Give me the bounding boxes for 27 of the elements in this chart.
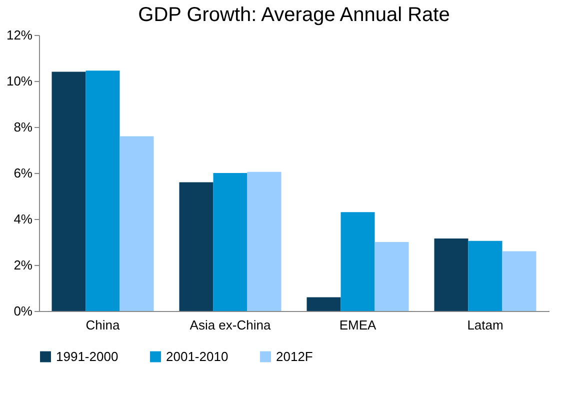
bar [374,242,409,311]
bar [52,72,86,311]
bar [502,251,536,311]
bar [213,173,248,311]
bar [86,70,120,311]
y-tick-label: 8% [14,120,33,134]
x-tick-label: EMEA [339,318,376,332]
bar [179,182,214,311]
bar [247,172,282,311]
bar [306,297,341,311]
legend-label: 1991-2000 [56,348,118,364]
bar [340,212,375,311]
y-tick-label: 6% [14,166,33,180]
chart-title: GDP Growth: Average Annual Rate [138,4,450,26]
bar [434,238,468,311]
legend-label: 2012F [276,348,313,364]
y-tick-label: 4% [14,212,33,226]
bar [120,136,154,311]
x-tick-label: Asia ex-China [190,318,272,332]
y-tick-label: 2% [14,258,33,272]
y-tick-label: 12% [6,28,33,42]
legend-label: 2001-2010 [166,348,228,364]
y-tick-label: 10% [6,74,33,88]
y-tick-label: 0% [14,304,33,318]
x-tick-label: China [86,318,120,332]
x-tick-label: Latam [467,318,504,332]
bar [468,240,502,311]
